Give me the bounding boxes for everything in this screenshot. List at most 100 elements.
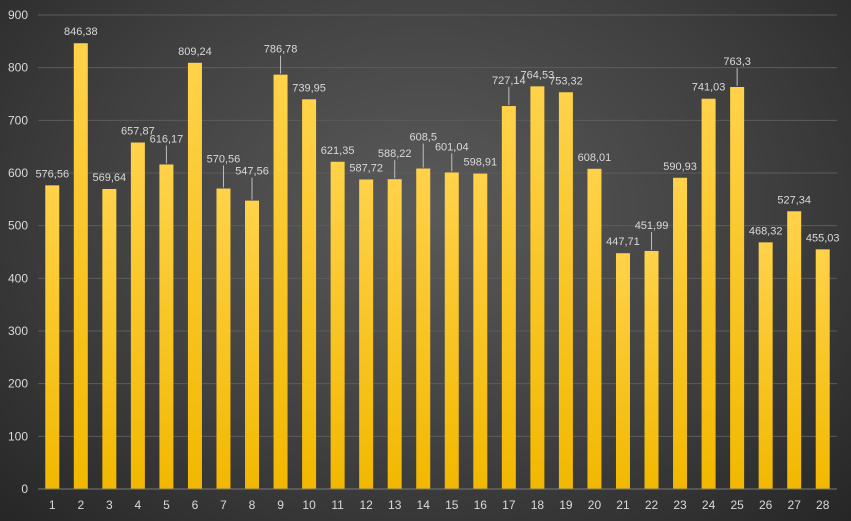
- bar-4: [130, 142, 145, 489]
- data-label-1: 576,56: [35, 168, 69, 180]
- x-tick-label: 22: [645, 498, 659, 512]
- bar-22: [644, 250, 659, 489]
- bar-1: [45, 185, 60, 489]
- bar-10: [302, 99, 317, 489]
- bar-26: [758, 242, 773, 489]
- y-tick-label: 100: [8, 429, 28, 443]
- x-tick-label: 13: [388, 498, 402, 512]
- bar-25: [730, 87, 745, 489]
- x-tick-label: 26: [759, 498, 773, 512]
- x-tick-label: 1: [49, 498, 56, 512]
- y-tick-label: 600: [8, 166, 28, 180]
- bar-15: [444, 172, 459, 489]
- data-label-4: 657,87: [121, 126, 155, 138]
- data-label-22: 451,99: [635, 220, 669, 232]
- data-label-9: 786,78: [264, 44, 298, 56]
- y-tick-label: 900: [8, 8, 28, 22]
- y-tick-label: 700: [8, 113, 28, 127]
- data-label-8: 547,56: [235, 166, 269, 178]
- bar-21: [615, 253, 630, 489]
- bar-19: [558, 92, 573, 489]
- y-tick-label: 500: [8, 219, 28, 233]
- y-tick-label: 300: [8, 324, 28, 338]
- x-tick-label: 8: [249, 498, 256, 512]
- x-tick-label: 12: [359, 498, 373, 512]
- x-tick-label: 16: [474, 498, 488, 512]
- data-label-15: 601,04: [435, 141, 469, 153]
- y-tick-label: 800: [8, 61, 28, 75]
- data-label-27: 527,34: [777, 194, 811, 206]
- x-tick-label: 14: [417, 498, 431, 512]
- gridlines: [38, 14, 837, 437]
- data-label-11: 621,35: [321, 145, 355, 157]
- data-label-26: 468,32: [749, 225, 783, 237]
- data-label-18: 764,53: [521, 69, 555, 81]
- x-tick-label: 18: [531, 498, 545, 512]
- bar-13: [387, 179, 402, 489]
- y-tick-label: 200: [8, 377, 28, 391]
- x-tick-label: 7: [220, 498, 227, 512]
- data-label-6: 809,24: [178, 46, 212, 58]
- x-tick-label: 24: [702, 498, 716, 512]
- bar-24: [701, 98, 716, 489]
- x-tick-label: 3: [106, 498, 113, 512]
- bar-7: [216, 188, 231, 489]
- x-tick-label: 9: [277, 498, 284, 512]
- x-tick-label: 10: [302, 498, 316, 512]
- bar-2: [73, 43, 88, 490]
- data-label-16: 598,91: [463, 157, 497, 169]
- bar-3: [102, 188, 117, 490]
- bars: [45, 43, 830, 490]
- x-tick-label: 28: [816, 498, 830, 512]
- data-label-28: 455,03: [806, 232, 840, 244]
- data-label-12: 587,72: [349, 162, 383, 174]
- bar-9: [273, 74, 288, 489]
- x-tick-label: 11: [331, 498, 344, 512]
- bar-17: [501, 106, 516, 489]
- bar-6: [187, 62, 202, 490]
- data-label-19: 753,32: [549, 75, 583, 87]
- x-tick-label: 5: [163, 498, 170, 512]
- data-label-23: 590,93: [663, 161, 697, 173]
- bar-20: [587, 168, 602, 489]
- x-tick-label: 20: [588, 498, 602, 512]
- data-label-5: 616,17: [150, 133, 184, 145]
- bar-5: [159, 164, 174, 490]
- bar-8: [245, 200, 260, 489]
- x-tick-label: 19: [559, 498, 573, 512]
- bar-23: [673, 177, 688, 489]
- x-tick-label: 17: [502, 498, 516, 512]
- x-tick-label: 21: [616, 498, 630, 512]
- data-label-24: 741,03: [692, 82, 726, 94]
- data-label-7: 570,56: [207, 154, 241, 166]
- data-label-25: 763,3: [723, 56, 751, 68]
- data-label-14: 608,5: [409, 132, 437, 144]
- x-tick-label: 23: [673, 498, 687, 512]
- data-label-3: 569,64: [93, 172, 127, 184]
- data-label-21: 447,71: [606, 236, 640, 248]
- bar-27: [787, 211, 802, 489]
- x-tick-label: 27: [788, 498, 802, 512]
- data-label-13: 588,22: [378, 148, 412, 160]
- data-label-2: 846,38: [64, 26, 98, 38]
- bar-28: [815, 249, 830, 489]
- bar-11: [330, 161, 345, 489]
- data-label-17: 727,14: [492, 75, 526, 87]
- y-tick-label: 0: [21, 482, 28, 496]
- x-tick-label: 2: [77, 498, 84, 512]
- data-label-10: 739,95: [292, 82, 326, 94]
- bar-16: [473, 173, 488, 489]
- data-label-20: 608,01: [578, 152, 612, 164]
- x-tick-label: 25: [730, 498, 744, 512]
- bar-14: [416, 168, 431, 489]
- x-tick-label: 15: [445, 498, 459, 512]
- x-tick-label: 4: [135, 498, 142, 512]
- x-tick-label: 6: [192, 498, 199, 512]
- y-tick-label: 400: [8, 271, 28, 285]
- bar-18: [530, 86, 545, 489]
- bar-12: [359, 179, 374, 489]
